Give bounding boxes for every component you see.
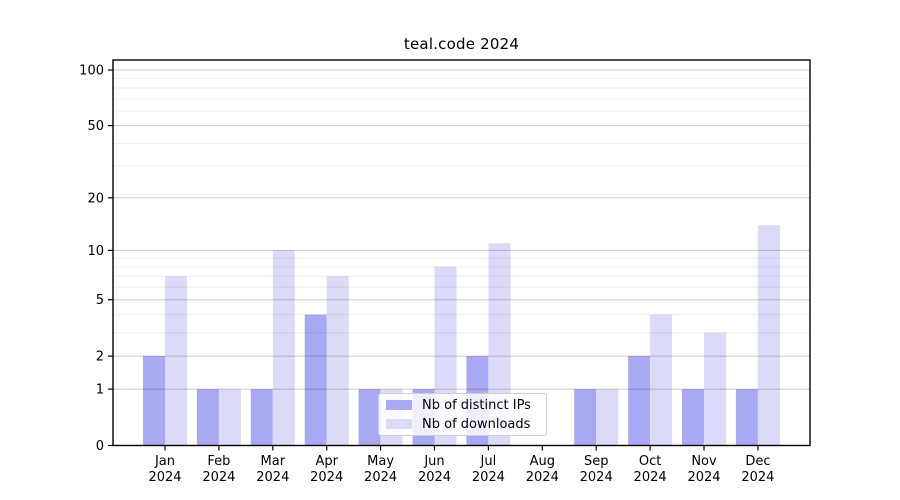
x-tick-label-year-jun: 2024 — [418, 470, 451, 485]
bar-downloads-mar — [272, 250, 295, 446]
bar-downloads-oct — [650, 314, 673, 446]
bar-distinct-ips-sep — [574, 389, 597, 446]
legend-item-downloads: Nb of downloads — [386, 415, 540, 433]
x-tick-label-month-dec: Dec — [745, 454, 770, 469]
x-tick-label-month-feb: Feb — [207, 454, 230, 469]
y-tick-label-10: 10 — [87, 244, 104, 259]
x-tick-label-year-may: 2024 — [364, 470, 397, 485]
legend-box: Nb of distinct IPs Nb of downloads — [378, 393, 547, 436]
x-tick-label-year-apr: 2024 — [310, 470, 343, 485]
y-tick-label-5: 5 — [96, 293, 104, 308]
y-tick-label-2: 2 — [96, 350, 104, 365]
y-tick-label-1: 1 — [96, 383, 104, 398]
bar-distinct-ips-jan — [143, 356, 165, 446]
bar-distinct-ips-nov — [682, 389, 704, 446]
bar-downloads-feb — [218, 389, 241, 446]
bar-distinct-ips-mar — [250, 389, 273, 446]
x-tick-label-year-jan: 2024 — [148, 470, 181, 485]
legend-item-distinct-ips: Nb of distinct IPs — [386, 396, 540, 414]
x-tick-label-year-dec: 2024 — [741, 470, 774, 485]
bar-distinct-ips-may — [358, 389, 381, 446]
bar-distinct-ips-dec — [735, 389, 758, 446]
x-tick-label-year-sep: 2024 — [580, 470, 613, 485]
bar-distinct-ips-oct — [628, 356, 651, 446]
x-tick-label-month-apr: Apr — [315, 454, 338, 469]
bar-downloads-jan — [165, 276, 187, 446]
x-tick-label-month-oct: Oct — [639, 454, 661, 469]
y-tick-label-50: 50 — [87, 119, 104, 134]
bar-downloads-dec — [757, 225, 780, 446]
x-tick-label-year-jul: 2024 — [472, 470, 505, 485]
x-tick-label-month-may: May — [367, 454, 394, 469]
x-tick-label-year-feb: 2024 — [202, 470, 235, 485]
bar-downloads-sep — [596, 389, 619, 446]
y-tick-label-0: 0 — [96, 439, 104, 454]
chart-title: teal.code 2024 — [403, 35, 520, 53]
bar-distinct-ips-feb — [196, 389, 219, 446]
x-tick-label-month-jul: Jul — [480, 454, 497, 469]
bar-downloads-nov — [704, 332, 726, 446]
legend-swatch-downloads — [386, 419, 412, 429]
x-tick-label-month-nov: Nov — [691, 454, 717, 469]
legend-label-downloads: Nb of downloads — [422, 416, 531, 432]
x-tick-label-month-mar: Mar — [261, 454, 286, 469]
x-tick-label-month-aug: Aug — [530, 454, 555, 469]
y-tick-label-20: 20 — [87, 191, 104, 206]
legend-label-distinct-ips: Nb of distinct IPs — [422, 397, 531, 413]
bar-downloads-apr — [326, 276, 349, 446]
x-tick-label-year-mar: 2024 — [256, 470, 289, 485]
x-tick-label-month-sep: Sep — [584, 454, 609, 469]
x-tick-label-month-jun: Jun — [423, 454, 444, 469]
x-tick-label-year-aug: 2024 — [526, 470, 559, 485]
x-tick-label-year-oct: 2024 — [634, 470, 667, 485]
legend-swatch-distinct-ips — [386, 400, 412, 410]
y-tick-label-100: 100 — [79, 64, 104, 79]
x-tick-label-month-jan: Jan — [154, 454, 175, 469]
plot-border — [112, 59, 811, 447]
bar-distinct-ips-apr — [304, 314, 327, 446]
x-tick-label-year-nov: 2024 — [687, 470, 720, 485]
